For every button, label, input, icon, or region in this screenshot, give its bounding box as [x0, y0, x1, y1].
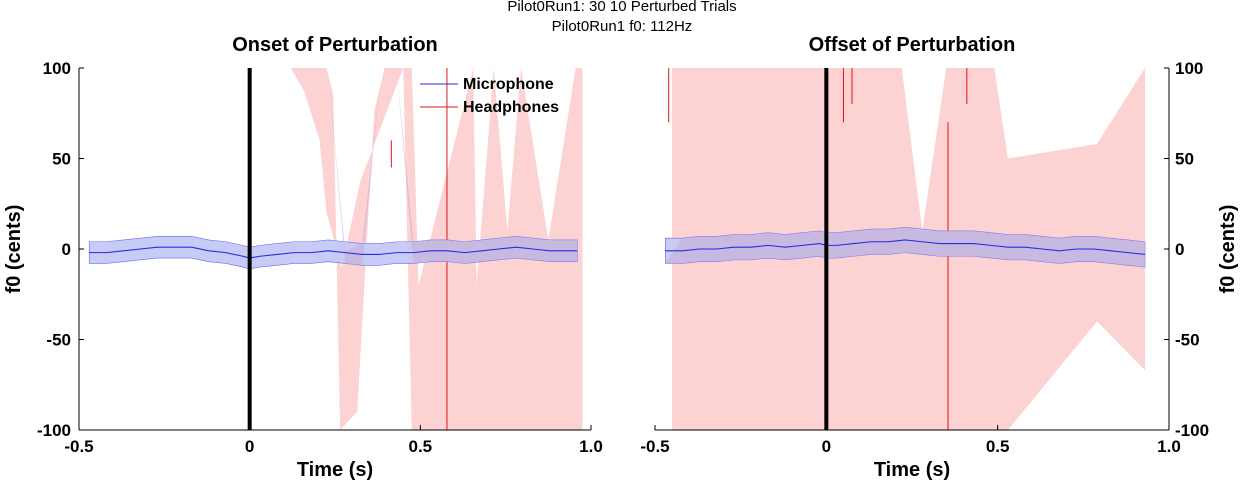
- y-tick-label-4: 100: [43, 59, 71, 78]
- x-axis-label: Time (s): [297, 459, 373, 481]
- onset-chart: -0.5 0 0.5 1.0 -100 -50 0 50 100 Onset of Perturb…: [3, 34, 603, 481]
- microphone-mean-line: [89, 246, 578, 259]
- y-tick-label-3: 50: [1175, 150, 1194, 169]
- x-tick-label-3: 1.0: [1157, 437, 1181, 456]
- x-tick-label-3: 1.0: [579, 437, 603, 456]
- y-tick-label-0: -100: [37, 421, 71, 440]
- y-tick-label-2: 0: [1175, 240, 1184, 259]
- x-tick-label-2: 0.5: [409, 437, 433, 456]
- legend-label-microphone: Microphone: [463, 76, 554, 93]
- y-tick-label-3: 50: [52, 150, 71, 169]
- plot-area: [88, 68, 583, 430]
- y-axis-label: f0 (cents): [1217, 205, 1239, 294]
- y-axis-label: f0 (cents): [3, 205, 25, 294]
- chart-title: Onset of Perturbation: [232, 34, 438, 56]
- x-axis-label: Time (s): [874, 459, 950, 481]
- x-tick-label-2: 0.5: [986, 437, 1010, 456]
- offset-chart: -0.5 0 0.5 1.0-100 -50 0 50 100 Offset of Pertur…: [640, 34, 1239, 481]
- x-tick-label-1: 0: [245, 437, 254, 456]
- legend-label-headphones: Headphones: [463, 99, 559, 116]
- figure-suptitle-line-2: Pilot0Run1 f0: 112Hz: [551, 18, 693, 35]
- band-overlap: [665, 227, 1146, 268]
- figure-suptitle-line-1: Pilot0Run1: 30 10 Perturbed Trials: [507, 0, 737, 15]
- x-tick-label-1: 0: [822, 437, 831, 456]
- y-tick-label-1: -50: [1175, 331, 1200, 350]
- y-tick-label-4: 100: [1175, 59, 1203, 78]
- plot-area: [664, 68, 1146, 430]
- microphone-mean-line: [665, 239, 1146, 255]
- y-tick-label-0: -100: [1175, 421, 1209, 440]
- x-tick-label-0: -0.5: [640, 437, 669, 456]
- y-tick-label-1: -50: [46, 331, 71, 350]
- chart-title: Offset of Perturbation: [809, 34, 1016, 56]
- x-tick-label-0: -0.5: [64, 437, 93, 456]
- y-tick-label-2: 0: [62, 240, 71, 259]
- legend: Microphone Headphones: [420, 76, 559, 116]
